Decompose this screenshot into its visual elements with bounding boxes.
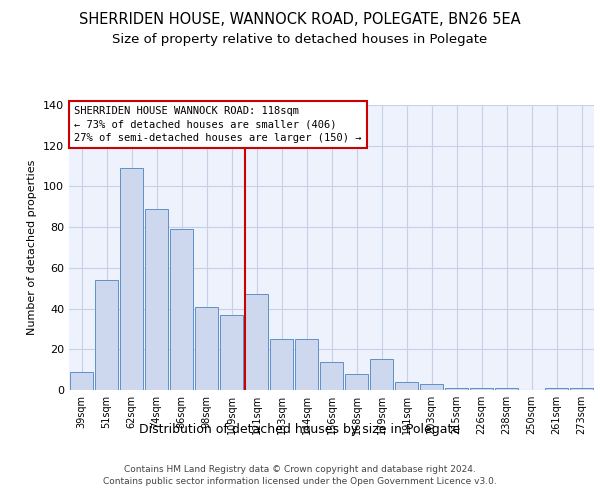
Bar bbox=[494, 388, 518, 390]
Bar bbox=[419, 384, 443, 390]
Bar bbox=[445, 388, 469, 390]
Bar bbox=[119, 168, 143, 390]
Text: Size of property relative to detached houses in Polegate: Size of property relative to detached ho… bbox=[112, 32, 488, 46]
Text: Contains public sector information licensed under the Open Government Licence v3: Contains public sector information licen… bbox=[103, 478, 497, 486]
Bar bbox=[470, 388, 493, 390]
Bar bbox=[170, 229, 193, 390]
Bar bbox=[220, 314, 244, 390]
Bar bbox=[145, 209, 169, 390]
Bar bbox=[194, 306, 218, 390]
Bar bbox=[569, 388, 593, 390]
Bar bbox=[269, 339, 293, 390]
Bar bbox=[95, 280, 118, 390]
Bar bbox=[344, 374, 368, 390]
Y-axis label: Number of detached properties: Number of detached properties bbox=[28, 160, 37, 335]
Bar bbox=[545, 388, 568, 390]
Text: Contains HM Land Registry data © Crown copyright and database right 2024.: Contains HM Land Registry data © Crown c… bbox=[124, 465, 476, 474]
Bar bbox=[370, 360, 394, 390]
Bar bbox=[70, 372, 94, 390]
Bar bbox=[245, 294, 268, 390]
Text: SHERRIDEN HOUSE, WANNOCK ROAD, POLEGATE, BN26 5EA: SHERRIDEN HOUSE, WANNOCK ROAD, POLEGATE,… bbox=[79, 12, 521, 28]
Bar bbox=[395, 382, 418, 390]
Text: SHERRIDEN HOUSE WANNOCK ROAD: 118sqm
← 73% of detached houses are smaller (406)
: SHERRIDEN HOUSE WANNOCK ROAD: 118sqm ← 7… bbox=[74, 106, 362, 143]
Bar bbox=[320, 362, 343, 390]
Text: Distribution of detached houses by size in Polegate: Distribution of detached houses by size … bbox=[139, 422, 461, 436]
Bar bbox=[295, 339, 319, 390]
